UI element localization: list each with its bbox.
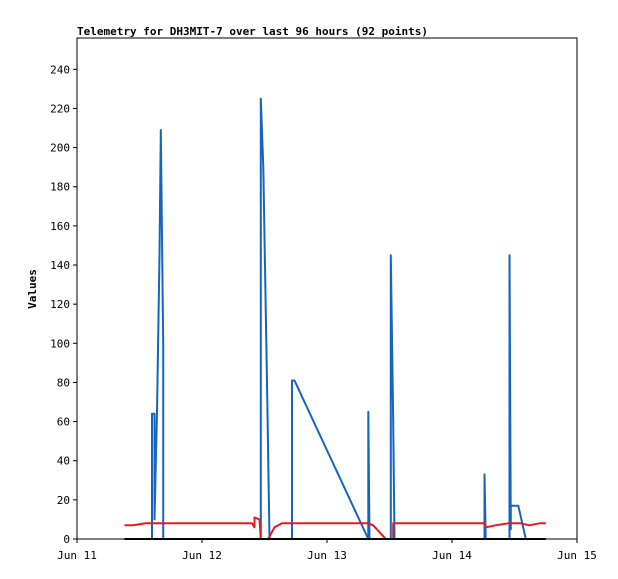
y-tick-label: 200 bbox=[50, 142, 70, 155]
y-tick-label: 240 bbox=[50, 63, 70, 76]
x-tick-label: Jun 15 bbox=[557, 549, 597, 562]
y-tick-label: 120 bbox=[50, 298, 70, 311]
y-tick-label: 160 bbox=[50, 220, 70, 233]
y-tick-label: 220 bbox=[50, 102, 70, 115]
x-axis-ticks: Jun 11 Jun 12 Jun 13 Jun 14 Jun 15 bbox=[57, 539, 597, 562]
x-tick-label: Jun 12 bbox=[182, 549, 222, 562]
y-tick-label: 140 bbox=[50, 259, 70, 272]
y-tick-label: 40 bbox=[57, 455, 70, 468]
series-line-2 bbox=[124, 516, 546, 540]
y-tick-label: 100 bbox=[50, 337, 70, 350]
series-layer bbox=[124, 97, 546, 540]
y-tick-label: 180 bbox=[50, 181, 70, 194]
y-tick-label: 60 bbox=[57, 416, 70, 429]
y-tick-label: 80 bbox=[57, 376, 70, 389]
y-axis-label: Values bbox=[26, 269, 39, 309]
x-tick-label: Jun 11 bbox=[57, 549, 97, 562]
x-tick-label: Jun 14 bbox=[432, 549, 472, 562]
y-axis-ticks: 0 20 40 60 80 100 120 140 160 180 200 220 240 bbox=[50, 63, 77, 546]
y-tick-label: 0 bbox=[63, 533, 70, 546]
chart-title: Telemetry for DH3MIT-7 over last 96 hour… bbox=[77, 25, 428, 38]
y-tick-label: 20 bbox=[57, 494, 70, 507]
x-tick-label: Jun 13 bbox=[307, 549, 347, 562]
plot-frame bbox=[76, 37, 578, 540]
